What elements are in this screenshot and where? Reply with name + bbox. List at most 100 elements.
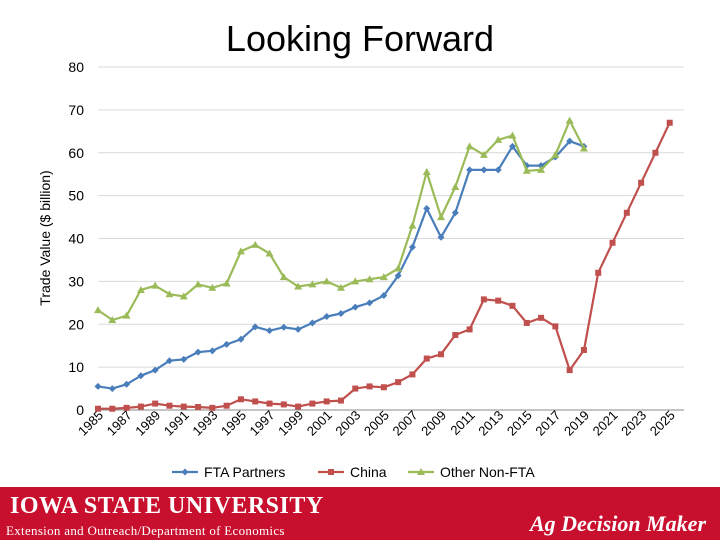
x-tick-label: 1993 (189, 408, 220, 439)
data-point-fta-partners (94, 382, 102, 390)
data-point-fta-partners (151, 366, 159, 374)
data-point-other-non-fta (408, 221, 417, 229)
data-point-china (237, 396, 244, 403)
data-point-fta-partners (308, 319, 316, 327)
x-tick-label: 2005 (361, 408, 392, 439)
x-axis-ticks: 1985198719891991199319951997199920012003… (75, 408, 678, 439)
data-point-china (395, 379, 402, 386)
data-point-fta-partners (180, 355, 188, 363)
chart-gridlines (98, 66, 684, 411)
data-point-fta-partners (480, 166, 488, 174)
x-tick-label: 2021 (590, 408, 621, 439)
legend-swatch-marker (328, 469, 334, 475)
data-point-fta-partners (223, 340, 231, 348)
x-tick-label: 2015 (504, 408, 535, 439)
data-point-other-non-fta (422, 168, 431, 176)
data-point-china (266, 400, 273, 407)
y-tick-label: 50 (68, 188, 84, 204)
slide-title: Looking Forward (225, 18, 495, 59)
chart-legend: FTA Partners China Other Non-FTA (172, 464, 535, 480)
data-point-china (209, 404, 216, 411)
data-point-other-non-fta (494, 135, 503, 143)
data-point-fta-partners (466, 166, 474, 174)
legend-item-china: China (318, 464, 387, 480)
x-tick-label: 2009 (418, 408, 449, 439)
chart-series (94, 116, 673, 412)
legend-label: FTA Partners (204, 464, 285, 480)
data-point-china (166, 402, 173, 409)
data-point-other-non-fta (508, 131, 517, 139)
data-point-china (566, 367, 573, 374)
x-tick-label: 1997 (247, 408, 278, 439)
x-tick-label: 2003 (332, 408, 363, 439)
data-point-fta-partners (294, 325, 302, 333)
data-point-other-non-fta (336, 283, 345, 291)
data-point-fta-partners (566, 137, 574, 145)
data-point-china (495, 297, 502, 304)
data-point-fta-partners (137, 372, 145, 380)
y-tick-label: 70 (68, 102, 84, 118)
data-point-china (523, 319, 530, 326)
university-logo-text: IOWA STATE UNIVERSITY (10, 493, 324, 519)
legend-item-other-non-fta: Other Non-FTA (408, 464, 535, 480)
data-point-china (538, 314, 545, 321)
data-point-other-non-fta (194, 280, 203, 288)
x-tick-label: 2025 (647, 408, 678, 439)
data-point-fta-partners (351, 303, 359, 311)
data-point-fta-partners (237, 335, 245, 343)
data-point-fta-partners (194, 348, 202, 356)
data-point-china (580, 346, 587, 353)
data-point-other-non-fta (437, 213, 446, 221)
x-tick-label: 2017 (532, 408, 563, 439)
data-point-china (123, 404, 130, 411)
x-tick-label: 1995 (218, 408, 249, 439)
series-line-fta-partners (97, 140, 585, 390)
data-point-fta-partners (451, 209, 459, 217)
data-point-china (609, 239, 616, 246)
data-point-other-non-fta (94, 306, 102, 314)
data-point-china (109, 405, 116, 412)
data-point-fta-partners (251, 323, 259, 331)
data-point-other-non-fta (222, 279, 231, 287)
data-point-china (295, 403, 302, 410)
data-point-china (152, 400, 159, 407)
series-fta-partners (94, 137, 588, 393)
data-point-china (409, 371, 416, 378)
data-point-china (466, 326, 473, 333)
x-tick-label: 2007 (390, 408, 421, 439)
data-point-other-non-fta (236, 247, 245, 255)
data-point-other-non-fta (322, 277, 331, 285)
y-tick-label: 60 (68, 145, 84, 161)
data-point-china (280, 401, 287, 408)
data-point-other-non-fta (365, 275, 374, 283)
x-tick-label: 1991 (161, 408, 192, 439)
data-point-other-non-fta (108, 315, 117, 323)
data-point-fta-partners (437, 233, 445, 241)
legend-swatch-marker (181, 468, 189, 476)
data-point-china (95, 405, 101, 412)
x-tick-label: 2023 (618, 408, 649, 439)
y-tick-label: 10 (68, 359, 84, 375)
data-point-fta-partners (165, 357, 173, 365)
data-point-other-non-fta (279, 273, 288, 281)
data-point-china (452, 331, 459, 338)
data-point-fta-partners (380, 292, 388, 300)
series-line-china (98, 122, 671, 410)
x-tick-label: 1987 (104, 408, 135, 439)
y-tick-label: 0 (76, 402, 84, 418)
data-point-china (380, 384, 387, 391)
data-point-other-non-fta (136, 285, 145, 293)
data-point-china (309, 400, 316, 407)
x-tick-label: 2013 (475, 408, 506, 439)
data-point-china (666, 119, 673, 126)
data-point-fta-partners (394, 272, 402, 280)
data-point-fta-partners (266, 327, 274, 335)
y-tick-label: 80 (68, 59, 84, 75)
y-axis-ticks: 0 10 20 30 40 50 60 70 80 (68, 59, 84, 418)
data-point-other-non-fta (179, 292, 188, 300)
data-point-other-non-fta (208, 283, 217, 291)
series-other-non-fta (94, 116, 588, 323)
data-point-fta-partners (337, 310, 345, 318)
data-point-china (595, 269, 602, 276)
data-point-fta-partners (123, 380, 131, 388)
